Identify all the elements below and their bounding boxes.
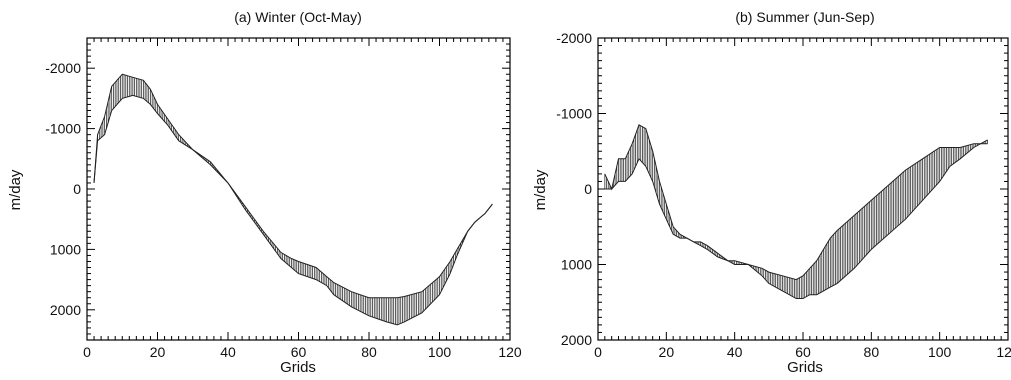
y-tick-label: -1000: [556, 106, 592, 122]
x-tick-label: 60: [795, 344, 811, 360]
x-tick-label: 0: [83, 344, 91, 360]
y-tick-label: 0: [73, 181, 81, 197]
series-tip-line: [604, 124, 988, 299]
y-tick-label: 2000: [561, 332, 592, 348]
x-tick-label: 0: [594, 344, 602, 360]
y-axis-label: m/day: [532, 169, 549, 210]
x-tick-label: 40: [727, 344, 743, 360]
x-tick-label: 20: [150, 344, 166, 360]
y-tick-label: -2000: [45, 60, 81, 76]
panel-title: (b) Summer (Jun-Sep): [735, 9, 874, 25]
x-tick-label: 120: [996, 344, 1011, 360]
y-axis-label: m/day: [7, 169, 24, 210]
series-base-line: [604, 143, 988, 281]
series-tip-line: [93, 73, 493, 326]
y-tick-label: -1000: [45, 121, 81, 137]
x-axis-label: Grids: [787, 359, 823, 376]
x-tick-label: 120: [498, 344, 522, 360]
x-tick-label: 40: [220, 344, 236, 360]
y-tick-label: 1000: [561, 257, 592, 273]
y-tick-label: 1000: [50, 241, 81, 257]
x-tick-label: 80: [864, 344, 880, 360]
series-base-line: [93, 94, 493, 299]
winter-panel: (a) Winter (Oct-May) Grids m/day 0 20 40 60…: [7, 9, 522, 376]
y-tick-label: -2000: [556, 30, 592, 46]
x-tick-label: 80: [361, 344, 377, 360]
x-axis-label: Grids: [280, 359, 316, 376]
plot-frame: [86, 37, 511, 341]
panel-title: (a) Winter (Oct-May): [234, 9, 362, 25]
summer-panel: (b) Summer (Jun-Sep) Grids m/day 0 20 40 60…: [532, 9, 1011, 376]
x-tick-label: 100: [928, 344, 952, 360]
x-tick-label: 20: [659, 344, 675, 360]
y-tick-label: 0: [584, 181, 592, 197]
x-tick-label: 60: [291, 344, 307, 360]
y-tick-label: 2000: [50, 302, 81, 318]
x-tick-label: 100: [428, 344, 452, 360]
